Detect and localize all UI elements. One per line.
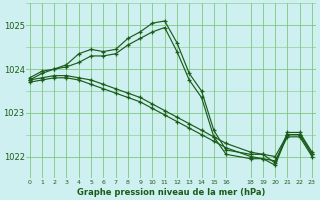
X-axis label: Graphe pression niveau de la mer (hPa): Graphe pression niveau de la mer (hPa) <box>77 188 265 197</box>
